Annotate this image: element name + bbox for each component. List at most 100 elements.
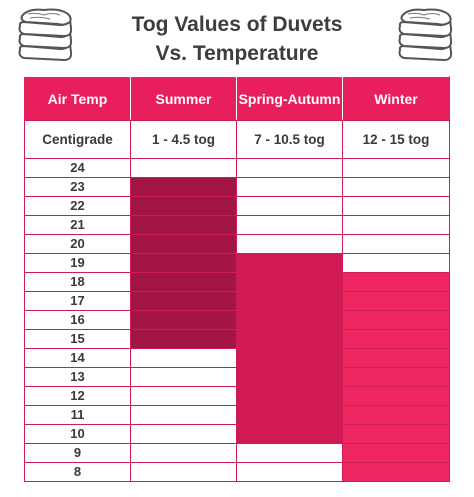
winter-cell [342,424,450,444]
table-row: 20 [24,234,450,254]
spring-autumn-cell [236,215,343,235]
spring-autumn-cell [236,424,343,444]
table-row: 11 [24,405,450,425]
temp-cell: 10 [24,424,131,444]
summer-cell [130,234,237,254]
summer-cell [130,462,237,482]
winter-cell [342,158,450,178]
summer-cell [130,367,237,387]
temp-cell: 24 [24,158,131,178]
subheader-spring-autumn-tog: 7 - 10.5 tog [236,120,343,159]
winter-cell [342,310,450,330]
spring-autumn-cell [236,348,343,368]
table-row: 8 [24,462,450,482]
table-row: 21 [24,215,450,235]
temp-cell: 12 [24,386,131,406]
temp-cell: 19 [24,253,131,273]
header-air-temp: Air Temp [24,76,131,121]
table-row: 14 [24,348,450,368]
winter-cell [342,234,450,254]
winter-cell [342,253,450,273]
folded-duvet-icon [398,8,453,61]
temp-cell: 14 [24,348,131,368]
temp-cell: 15 [24,329,131,349]
winter-cell [342,272,450,292]
temp-cell: 21 [24,215,131,235]
table-row: 10 [24,424,450,444]
summer-cell [130,348,237,368]
summer-cell [130,405,237,425]
spring-autumn-cell [236,462,343,482]
winter-cell [342,348,450,368]
subheader-centigrade: Centigrade [24,120,131,159]
table-row: 24 [24,158,450,178]
summer-cell [130,158,237,178]
temp-cell: 18 [24,272,131,292]
table-row: 9 [24,443,450,463]
header-spring-autumn: Spring-Autumn [236,76,343,121]
title-line-1: Tog Values of Duvets [131,13,343,36]
spring-autumn-cell [236,272,343,292]
temp-cell: 16 [24,310,131,330]
header-row: Air Temp Summer Spring-Autumn Winter [24,76,450,121]
spring-autumn-cell [236,386,343,406]
table-row: 12 [24,386,450,406]
winter-cell [342,215,450,235]
winter-cell [342,329,450,349]
spring-autumn-cell [236,443,343,463]
summer-cell [130,329,237,349]
temp-cell: 9 [24,443,131,463]
temp-cell: 23 [24,177,131,197]
spring-autumn-cell [236,291,343,311]
summer-cell [130,443,237,463]
winter-cell [342,367,450,387]
summer-cell [130,386,237,406]
winter-cell [342,177,450,197]
summer-cell [130,310,237,330]
winter-cell [342,405,450,425]
spring-autumn-cell [236,177,343,197]
page-title: Tog Values of Duvets Vs. Temperature [90,10,384,68]
table-row: 22 [24,196,450,216]
spring-autumn-cell [236,310,343,330]
summer-cell [130,177,237,197]
spring-autumn-cell [236,329,343,349]
subheader-winter-tog: 12 - 15 tog [342,120,450,159]
header-summer: Summer [130,76,237,121]
temp-cell: 11 [24,405,131,425]
table-row: 19 [24,253,450,273]
header-winter: Winter [342,76,450,121]
winter-cell [342,462,450,482]
table-row: 15 [24,329,450,349]
summer-cell [130,272,237,292]
table-row: 16 [24,310,450,330]
subheader-row: Centigrade 1 - 4.5 tog 7 - 10.5 tog 12 -… [24,120,450,159]
spring-autumn-cell [236,367,343,387]
table-row: 17 [24,291,450,311]
spring-autumn-cell [236,196,343,216]
summer-cell [130,196,237,216]
summer-cell [130,253,237,273]
winter-cell [342,443,450,463]
summer-cell [130,291,237,311]
summer-cell [130,424,237,444]
subheader-summer-tog: 1 - 4.5 tog [130,120,237,159]
temp-cell: 17 [24,291,131,311]
spring-autumn-cell [236,405,343,425]
title-line-2: Vs. Temperature [155,42,319,65]
temp-cell: 20 [24,234,131,254]
spring-autumn-cell [236,158,343,178]
table-row: 13 [24,367,450,387]
temp-cell: 8 [24,462,131,482]
tog-table: Air Temp Summer Spring-Autumn Winter Cen… [24,76,450,482]
table-row: 23 [24,177,450,197]
summer-cell [130,215,237,235]
winter-cell [342,386,450,406]
folded-duvet-icon [18,8,73,61]
spring-autumn-cell [236,234,343,254]
temp-cell: 22 [24,196,131,216]
table-row: 18 [24,272,450,292]
spring-autumn-cell [236,253,343,273]
winter-cell [342,196,450,216]
temp-cell: 13 [24,367,131,387]
